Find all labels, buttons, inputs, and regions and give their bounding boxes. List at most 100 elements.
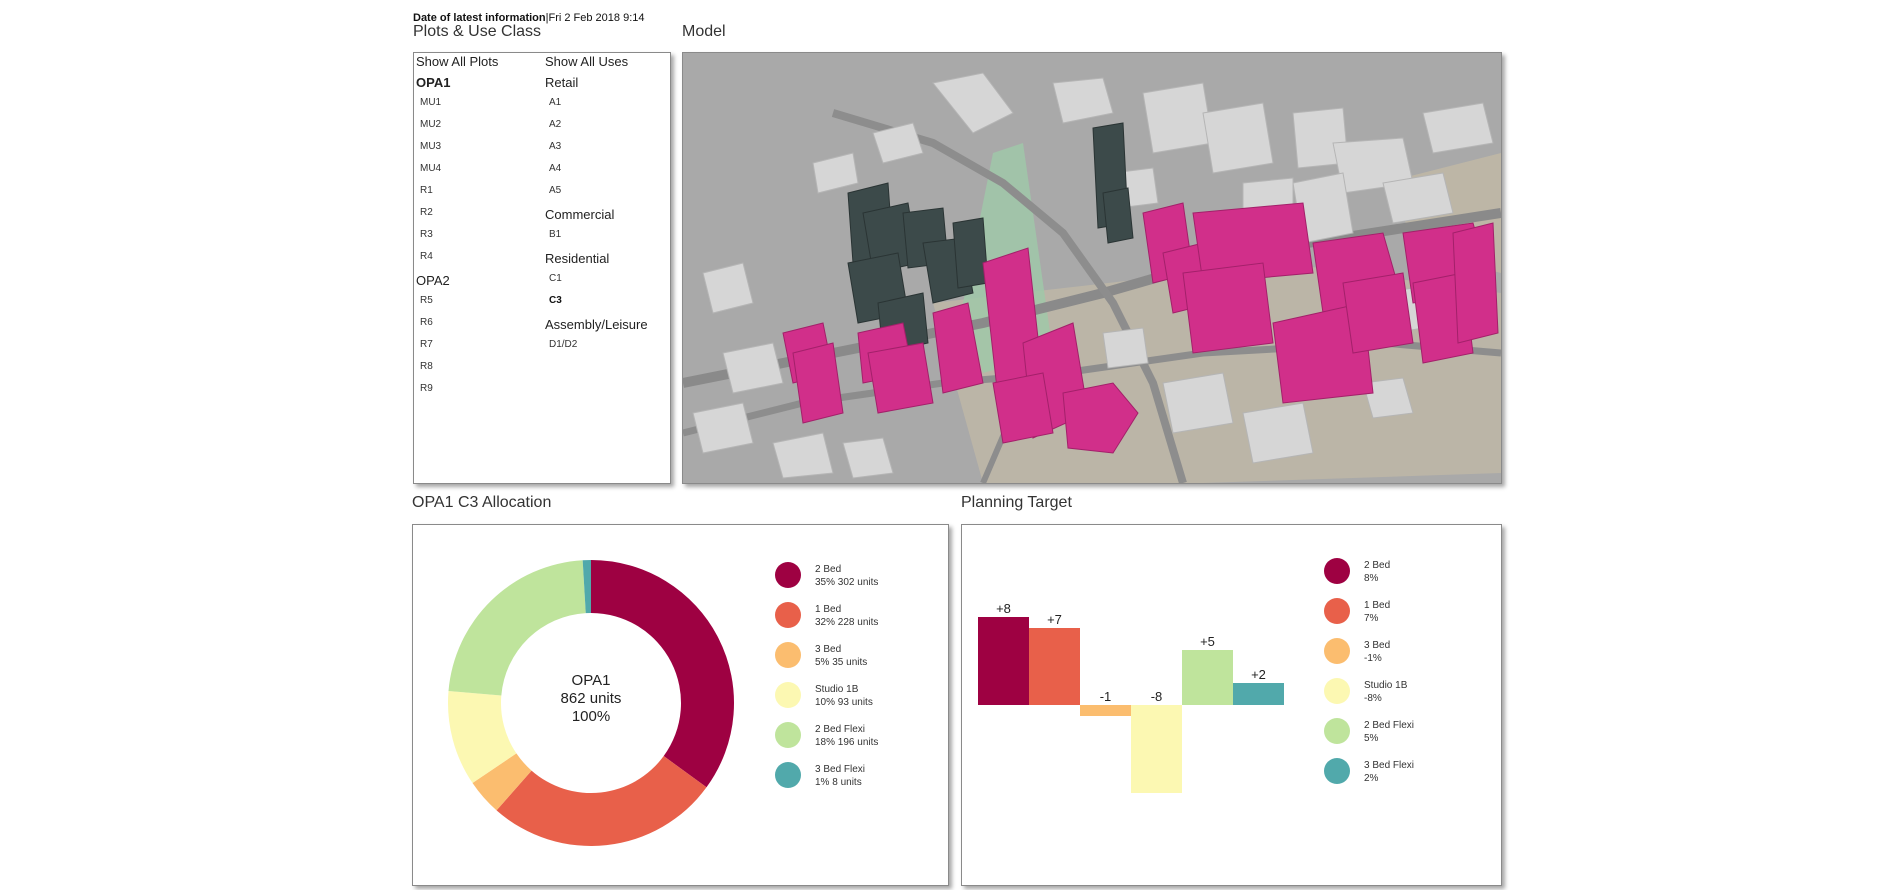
target-legend-label-2-bed: 2 Bed bbox=[1364, 560, 1390, 571]
target-bars: +8 +7 -1 -8 +5 +2 bbox=[978, 601, 1284, 793]
target-legend-detail-2-bed-flexi: 5% bbox=[1364, 733, 1379, 744]
item-c3[interactable]: C3 bbox=[549, 295, 562, 306]
donut-slice-3-bed[interactable] bbox=[472, 753, 532, 811]
other-plot-buildings bbox=[847, 122, 1134, 354]
item-a2[interactable]: A2 bbox=[549, 119, 562, 130]
planning-target-title: Planning Target bbox=[961, 494, 1072, 511]
group-assembly-leisure[interactable]: Assembly/Leisure bbox=[545, 317, 648, 332]
bar-studio-1b[interactable] bbox=[1131, 705, 1182, 793]
legend-label-2-bed: 2 Bed bbox=[815, 564, 841, 575]
date-label: Date of latest information bbox=[413, 12, 546, 24]
donut-slice-3-bed-flexi[interactable] bbox=[582, 560, 591, 614]
item-a4[interactable]: A4 bbox=[549, 163, 562, 174]
donut-slice-studio-1b[interactable] bbox=[448, 691, 517, 784]
item-r4[interactable]: R4 bbox=[420, 251, 433, 262]
planning-target-bar-chart: +8 +7 -1 -8 +5 +2 2 Bed 8% 1 Bed 7% 3 Bed -1% Studi… bbox=[978, 558, 1414, 793]
donut-slices bbox=[448, 560, 734, 846]
donut-slice-2-bed-flexi[interactable] bbox=[448, 560, 586, 696]
bar-3-bed-flexi[interactable] bbox=[1233, 683, 1284, 705]
legend-detail-1-bed: 32% 228 units bbox=[815, 617, 878, 628]
planning-target-panel: +8 +7 -1 -8 +5 +2 2 Bed 8% 1 Bed 7% 3 Bed -1% Studi… bbox=[961, 524, 1502, 886]
legend-swatch-studio-1b[interactable] bbox=[775, 682, 801, 708]
group-residential[interactable]: Residential bbox=[545, 251, 610, 266]
target-legend-swatch-3-bed[interactable] bbox=[1324, 638, 1350, 664]
group-opa1[interactable]: OPA1 bbox=[416, 75, 451, 90]
item-d1-d2[interactable]: D1/D2 bbox=[549, 339, 578, 350]
donut-slice-1-bed[interactable] bbox=[496, 756, 707, 846]
selected-plot-buildings bbox=[782, 202, 1499, 454]
item-r9[interactable]: R9 bbox=[420, 383, 433, 394]
legend-swatch-2-bed-flexi[interactable] bbox=[775, 722, 801, 748]
donut-slice-2-bed[interactable] bbox=[591, 560, 734, 788]
target-legend-swatch-1-bed[interactable] bbox=[1324, 598, 1350, 624]
legend-label-1-bed: 1 Bed bbox=[815, 604, 841, 615]
legend-swatch-2-bed[interactable] bbox=[775, 562, 801, 588]
target-legend-detail-3-bed: -1% bbox=[1364, 653, 1382, 664]
item-r3[interactable]: R3 bbox=[420, 229, 433, 240]
target-legend-label-3-bed-flexi: 3 Bed Flexi bbox=[1364, 760, 1414, 771]
allocation-donut-chart: OPA1 862 units 100% 2 Bed 35% 302 units 1 … bbox=[448, 560, 878, 846]
item-r1[interactable]: R1 bbox=[420, 185, 433, 196]
bar-2-bed-flexi[interactable] bbox=[1182, 650, 1233, 705]
bar-value-label-studio-1b: -8 bbox=[1151, 689, 1163, 704]
model-viewport[interactable] bbox=[682, 52, 1502, 484]
target-legend-swatch-studio-1b[interactable] bbox=[1324, 678, 1350, 704]
legend-label-2-bed-flexi: 2 Bed Flexi bbox=[815, 724, 865, 735]
bar-2-bed[interactable] bbox=[978, 617, 1029, 705]
target-legend-swatch-2-bed[interactable] bbox=[1324, 558, 1350, 584]
item-r6[interactable]: R6 bbox=[420, 317, 433, 328]
show-all-uses-button[interactable]: Show All Uses bbox=[545, 54, 629, 69]
legend-detail-2-bed: 35% 302 units bbox=[815, 577, 878, 588]
item-r8[interactable]: R8 bbox=[420, 361, 433, 372]
donut-center-percent: 100% bbox=[572, 708, 610, 725]
item-a1[interactable]: A1 bbox=[549, 97, 562, 108]
item-r5[interactable]: R5 bbox=[420, 295, 433, 306]
target-legend-label-1-bed: 1 Bed bbox=[1364, 600, 1390, 611]
legend-swatch-3-bed[interactable] bbox=[775, 642, 801, 668]
plots-use-class-panel: Show All Plots OPA1 MU1 MU2 MU3 MU4 R1 R2 R3 R4 O… bbox=[413, 52, 671, 484]
target-legend-swatch-3-bed-flexi[interactable] bbox=[1324, 758, 1350, 784]
bar-1-bed[interactable] bbox=[1029, 628, 1080, 705]
model-3d-scene bbox=[683, 53, 1501, 483]
item-b1[interactable]: B1 bbox=[549, 229, 562, 240]
allocation-legend: 2 Bed 35% 302 units 1 Bed 32% 228 units 3 Be… bbox=[775, 562, 878, 788]
date-value: |Fri 2 Feb 2018 9:14 bbox=[545, 12, 645, 24]
target-legend-label-2-bed-flexi: 2 Bed Flexi bbox=[1364, 720, 1414, 731]
item-mu4[interactable]: MU4 bbox=[420, 163, 442, 174]
show-all-plots-button[interactable]: Show All Plots bbox=[416, 54, 499, 69]
target-legend-detail-3-bed-flexi: 2% bbox=[1364, 773, 1379, 784]
group-retail[interactable]: Retail bbox=[545, 75, 579, 90]
item-r2[interactable]: R2 bbox=[420, 207, 433, 218]
item-a5[interactable]: A5 bbox=[549, 185, 562, 196]
legend-swatch-1-bed[interactable] bbox=[775, 602, 801, 628]
item-mu2[interactable]: MU2 bbox=[420, 119, 442, 130]
road bbox=[831, 109, 1187, 483]
item-mu1[interactable]: MU1 bbox=[420, 97, 442, 108]
legend-label-3-bed-flexi: 3 Bed Flexi bbox=[815, 764, 865, 775]
group-commercial[interactable]: Commercial bbox=[545, 207, 615, 222]
target-legend-label-studio-1b: Studio 1B bbox=[1364, 680, 1408, 691]
item-c1[interactable]: C1 bbox=[549, 273, 562, 284]
legend-detail-studio-1b: 10% 93 units bbox=[815, 697, 873, 708]
planning-target-legend: 2 Bed 8% 1 Bed 7% 3 Bed -1% Studio 1B -8% 2 Bed … bbox=[1324, 558, 1414, 784]
group-opa2[interactable]: OPA2 bbox=[416, 273, 450, 288]
item-mu3[interactable]: MU3 bbox=[420, 141, 442, 152]
bar-value-label-1-bed: +7 bbox=[1047, 612, 1062, 627]
bar-value-label-2-bed-flexi: +5 bbox=[1200, 634, 1215, 649]
target-legend-detail-2-bed: 8% bbox=[1364, 573, 1379, 584]
target-legend-detail-studio-1b: -8% bbox=[1364, 693, 1382, 704]
item-r7[interactable]: R7 bbox=[420, 339, 433, 350]
donut-center-name: OPA1 bbox=[572, 672, 611, 689]
legend-label-studio-1b: Studio 1B bbox=[815, 684, 859, 695]
allocation-title: OPA1 C3 Allocation bbox=[412, 494, 552, 511]
allocation-panel: OPA1 862 units 100% 2 Bed 35% 302 units 1 … bbox=[412, 524, 949, 886]
legend-swatch-3-bed-flexi[interactable] bbox=[775, 762, 801, 788]
target-legend-detail-1-bed: 7% bbox=[1364, 613, 1379, 624]
item-a3[interactable]: A3 bbox=[549, 141, 562, 152]
donut-center-units: 862 units bbox=[561, 690, 622, 707]
bar-3-bed[interactable] bbox=[1080, 705, 1131, 716]
legend-detail-2-bed-flexi: 18% 196 units bbox=[815, 737, 878, 748]
target-legend-swatch-2-bed-flexi[interactable] bbox=[1324, 718, 1350, 744]
legend-detail-3-bed-flexi: 1% 8 units bbox=[815, 777, 862, 788]
plots-use-class-title: Plots & Use Class bbox=[413, 23, 542, 40]
